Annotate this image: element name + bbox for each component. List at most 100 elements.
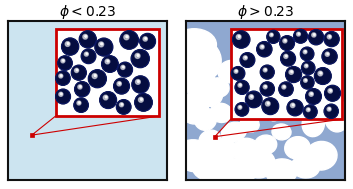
Circle shape: [117, 82, 121, 86]
Circle shape: [114, 78, 130, 94]
Circle shape: [121, 65, 125, 69]
Circle shape: [308, 109, 309, 110]
Ellipse shape: [288, 92, 307, 108]
Circle shape: [137, 54, 139, 57]
Circle shape: [306, 89, 321, 104]
Ellipse shape: [207, 78, 229, 97]
Circle shape: [103, 95, 108, 100]
Circle shape: [325, 85, 341, 101]
Circle shape: [328, 89, 333, 93]
Circle shape: [243, 56, 247, 60]
Circle shape: [126, 36, 128, 38]
Circle shape: [283, 39, 287, 43]
Circle shape: [270, 33, 273, 37]
Circle shape: [291, 71, 293, 73]
Ellipse shape: [197, 78, 223, 106]
Ellipse shape: [239, 51, 261, 70]
Circle shape: [245, 57, 246, 58]
Circle shape: [325, 52, 329, 56]
Circle shape: [260, 45, 264, 49]
Ellipse shape: [172, 29, 216, 60]
Ellipse shape: [318, 30, 347, 68]
Circle shape: [138, 97, 143, 102]
Circle shape: [84, 52, 88, 56]
Circle shape: [118, 62, 132, 77]
Circle shape: [120, 31, 138, 49]
Circle shape: [271, 34, 273, 35]
Ellipse shape: [255, 135, 277, 154]
Ellipse shape: [218, 60, 243, 83]
Circle shape: [116, 100, 131, 114]
Circle shape: [330, 90, 331, 91]
Ellipse shape: [232, 138, 261, 164]
Ellipse shape: [199, 130, 221, 149]
Circle shape: [81, 49, 96, 64]
Circle shape: [297, 32, 300, 36]
Circle shape: [231, 67, 245, 80]
Ellipse shape: [299, 40, 334, 72]
Circle shape: [324, 32, 339, 46]
Ellipse shape: [272, 124, 291, 140]
Ellipse shape: [302, 111, 324, 137]
Ellipse shape: [265, 105, 281, 121]
Circle shape: [77, 101, 81, 105]
Ellipse shape: [175, 140, 213, 172]
Ellipse shape: [312, 84, 340, 116]
Circle shape: [105, 96, 107, 98]
Circle shape: [131, 50, 149, 68]
Circle shape: [322, 49, 337, 64]
Circle shape: [305, 51, 306, 52]
Ellipse shape: [255, 38, 283, 61]
Circle shape: [85, 35, 86, 37]
Circle shape: [60, 93, 62, 95]
Circle shape: [267, 102, 269, 104]
Circle shape: [240, 53, 255, 67]
Bar: [231, 29, 342, 119]
Circle shape: [304, 64, 308, 68]
Circle shape: [245, 91, 262, 108]
Ellipse shape: [285, 137, 310, 159]
Ellipse shape: [310, 57, 342, 95]
Circle shape: [262, 46, 263, 47]
Circle shape: [298, 33, 300, 35]
Circle shape: [140, 33, 155, 49]
Circle shape: [287, 100, 303, 116]
Circle shape: [300, 47, 314, 61]
Circle shape: [238, 83, 242, 87]
Circle shape: [136, 80, 140, 84]
Title: $\phi > 0.23$: $\phi > 0.23$: [237, 3, 294, 21]
Circle shape: [140, 98, 142, 100]
Circle shape: [318, 71, 323, 76]
Circle shape: [301, 76, 314, 89]
Circle shape: [94, 75, 96, 77]
Circle shape: [265, 69, 266, 70]
Circle shape: [304, 105, 317, 119]
Circle shape: [62, 38, 79, 55]
Circle shape: [100, 92, 116, 108]
Circle shape: [135, 53, 140, 58]
Circle shape: [263, 85, 267, 89]
Circle shape: [74, 82, 90, 97]
Ellipse shape: [240, 116, 259, 132]
Circle shape: [79, 86, 81, 87]
Circle shape: [309, 92, 313, 96]
Circle shape: [311, 93, 312, 95]
Ellipse shape: [210, 103, 232, 122]
Circle shape: [78, 102, 80, 103]
Ellipse shape: [221, 122, 246, 142]
Title: $\phi < 0.23$: $\phi < 0.23$: [59, 3, 116, 21]
Circle shape: [286, 67, 301, 82]
Circle shape: [315, 68, 331, 84]
Circle shape: [83, 34, 88, 39]
Circle shape: [145, 38, 146, 40]
Circle shape: [122, 66, 124, 68]
Circle shape: [267, 30, 280, 43]
Circle shape: [251, 96, 253, 98]
Circle shape: [56, 89, 71, 104]
Circle shape: [265, 86, 266, 87]
Circle shape: [86, 53, 88, 55]
Ellipse shape: [194, 108, 216, 130]
Circle shape: [236, 35, 241, 39]
Ellipse shape: [183, 65, 215, 97]
Circle shape: [313, 34, 315, 35]
